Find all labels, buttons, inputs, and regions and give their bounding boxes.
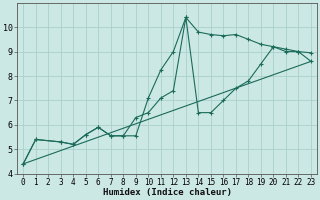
X-axis label: Humidex (Indice chaleur): Humidex (Indice chaleur) xyxy=(103,188,232,197)
